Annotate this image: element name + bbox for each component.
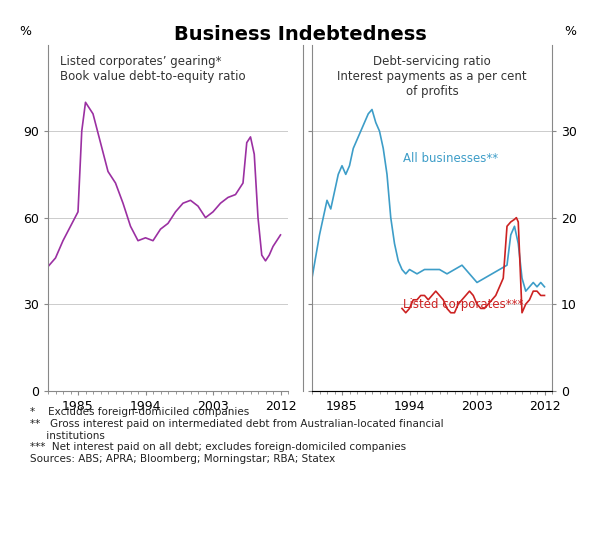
- Text: Listed corporates’ gearing*
Book value debt-to-equity ratio: Listed corporates’ gearing* Book value d…: [60, 55, 245, 83]
- Text: Business Indebtedness: Business Indebtedness: [173, 25, 427, 44]
- Text: Listed corporates***: Listed corporates***: [403, 297, 524, 311]
- Text: %: %: [19, 25, 31, 38]
- Text: *    Excludes foreign-domiciled companies
**   Gross interest paid on intermedia: * Excludes foreign-domiciled companies *…: [30, 407, 443, 464]
- Text: All businesses**: All businesses**: [403, 152, 499, 165]
- Text: %: %: [564, 25, 576, 38]
- Text: Debt-servicing ratio
Interest payments as a per cent
of profits: Debt-servicing ratio Interest payments a…: [337, 55, 527, 98]
